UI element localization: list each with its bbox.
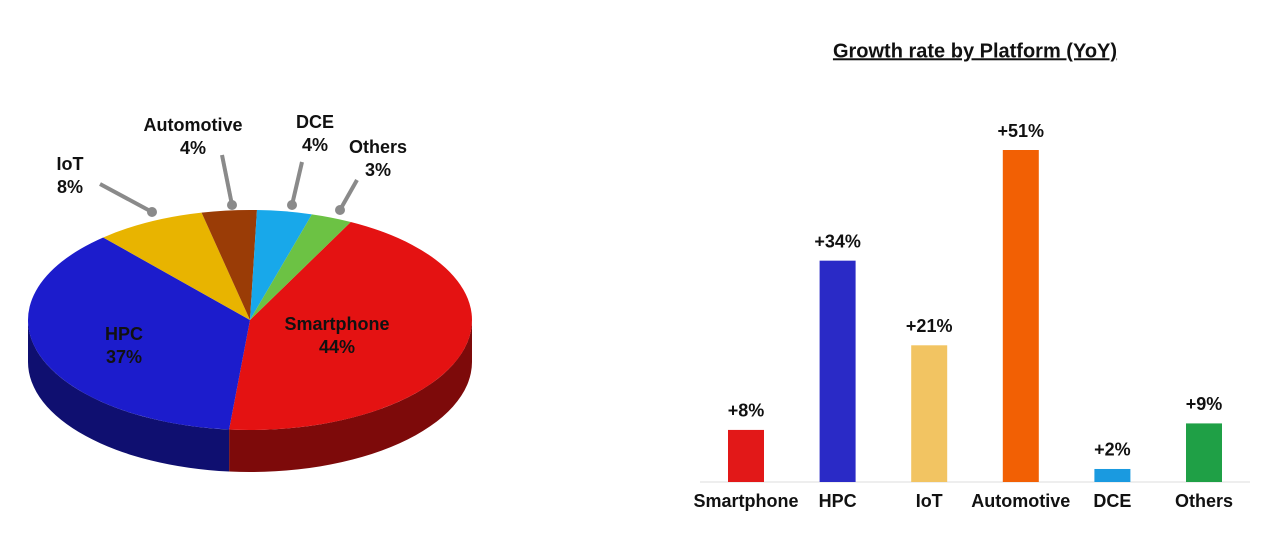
slice-label: DCE bbox=[296, 112, 334, 132]
leader-line bbox=[99, 182, 153, 214]
leader-line bbox=[338, 179, 359, 211]
slice-label: Automotive bbox=[144, 115, 243, 135]
slice-value-label: 3% bbox=[365, 160, 391, 180]
slice-label: Others bbox=[349, 137, 407, 157]
slice-side bbox=[28, 320, 230, 472]
slice-value-label: 8% bbox=[57, 177, 83, 197]
bar bbox=[728, 429, 764, 482]
leader-dot bbox=[147, 207, 157, 217]
slice-value-label: 37% bbox=[106, 347, 142, 367]
x-tick-label: Automotive bbox=[971, 491, 1070, 511]
bar bbox=[1002, 150, 1039, 482]
x-tick-label: Smartphone bbox=[693, 491, 798, 511]
x-tick-label: DCE bbox=[1093, 491, 1131, 511]
bar bbox=[1186, 423, 1222, 482]
slice-side bbox=[229, 320, 472, 472]
leader-dot bbox=[287, 200, 297, 210]
pie-slice bbox=[103, 212, 250, 320]
slice-label: HPC bbox=[105, 324, 143, 344]
slice-value-label: 4% bbox=[302, 135, 328, 155]
slice-value-label: 4% bbox=[180, 138, 206, 158]
leader-dot bbox=[335, 205, 345, 215]
slice-value-label: 44% bbox=[319, 337, 355, 357]
slice-label: Smartphone bbox=[284, 314, 389, 334]
leader-line bbox=[220, 154, 234, 206]
leader-line bbox=[290, 161, 304, 206]
pie-slice bbox=[250, 210, 312, 320]
x-tick-label: IoT bbox=[916, 491, 943, 511]
bar-value-label: +34% bbox=[814, 231, 861, 251]
pie-slice bbox=[28, 237, 250, 430]
bar bbox=[911, 345, 948, 482]
x-tick-label: HPC bbox=[819, 491, 857, 511]
pie-slice bbox=[229, 221, 472, 430]
x-tick-label: Others bbox=[1175, 491, 1233, 511]
slice-label: IoT bbox=[57, 154, 84, 174]
bar-value-label: +51% bbox=[998, 121, 1045, 141]
bar bbox=[819, 260, 856, 482]
bar-value-label: +2% bbox=[1094, 440, 1131, 460]
pie-slice bbox=[250, 214, 351, 320]
bar-value-label: +8% bbox=[728, 401, 765, 421]
bar-value-label: +9% bbox=[1186, 394, 1223, 414]
pie-slice bbox=[201, 209, 257, 320]
bar-value-label: +21% bbox=[906, 316, 953, 336]
bar-title: Growth rate by Platform (YoY) bbox=[833, 40, 1117, 62]
leader-dot bbox=[227, 200, 237, 210]
bar bbox=[1094, 468, 1131, 482]
